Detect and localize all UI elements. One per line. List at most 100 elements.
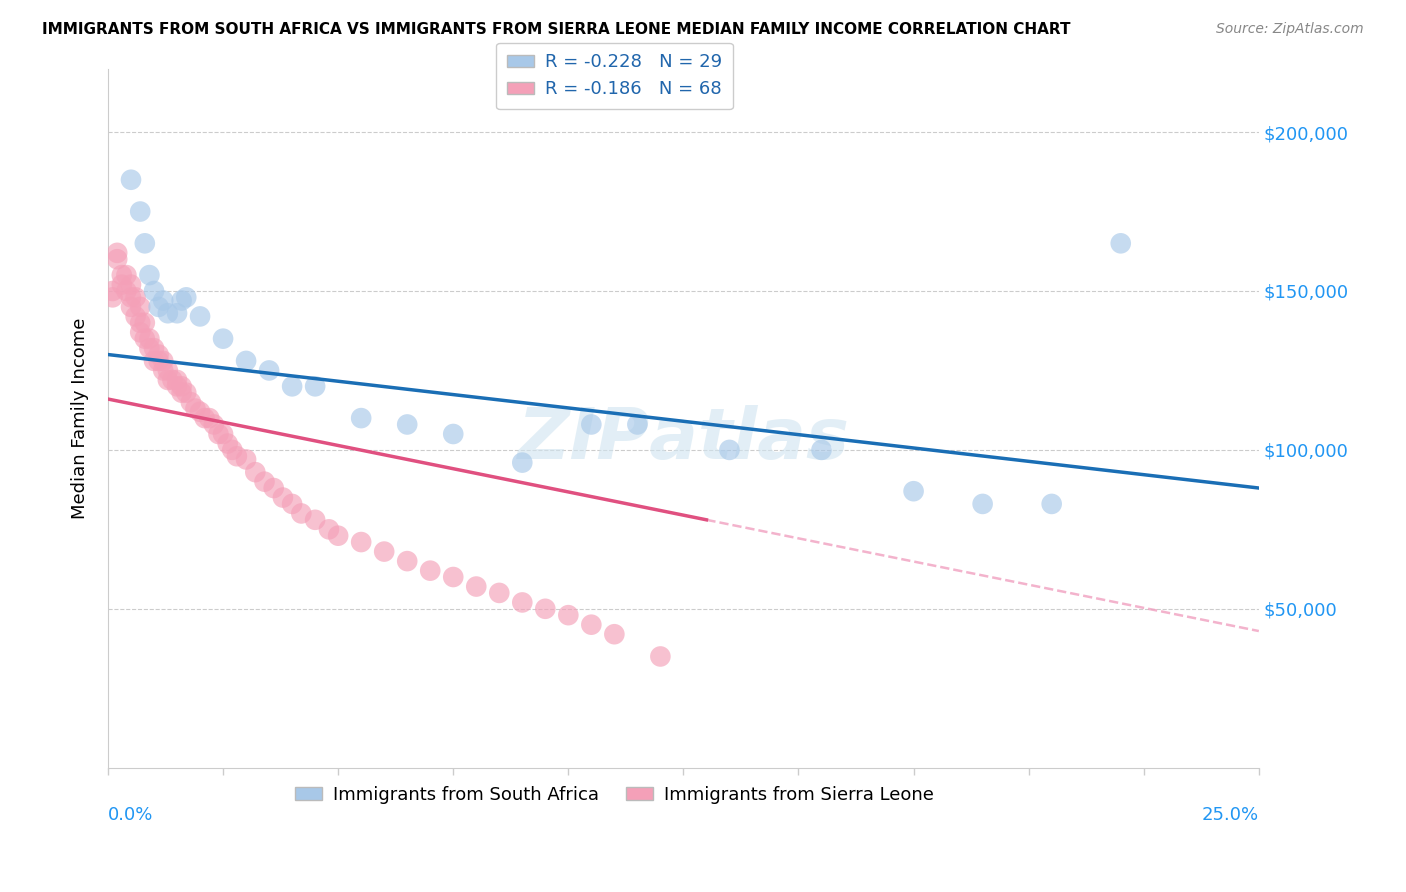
Point [156, 306, 179, 320]
Point [134, 332, 156, 346]
Point [972, 497, 994, 511]
Point [465, 580, 488, 594]
Point [105, 252, 128, 267]
Point [188, 405, 211, 419]
Point [111, 277, 134, 292]
Point [143, 354, 166, 368]
Point [718, 442, 741, 457]
Legend: Immigrants from South Africa, Immigrants from Sierra Leone: Immigrants from South Africa, Immigrants… [288, 779, 941, 811]
Point [166, 379, 188, 393]
Point [166, 306, 188, 320]
Point [603, 627, 626, 641]
Point [903, 484, 925, 499]
Point [235, 452, 257, 467]
Point [271, 491, 294, 505]
Point [212, 332, 235, 346]
Point [202, 417, 225, 432]
Text: Source: ZipAtlas.com: Source: ZipAtlas.com [1216, 22, 1364, 37]
Point [101, 290, 124, 304]
Point [290, 507, 312, 521]
Point [143, 284, 166, 298]
Point [162, 373, 184, 387]
Point [225, 449, 247, 463]
Point [152, 354, 174, 368]
Point [170, 385, 193, 400]
Point [156, 363, 179, 377]
Point [156, 373, 179, 387]
Point [396, 417, 419, 432]
Point [281, 497, 304, 511]
Point [138, 332, 160, 346]
Point [281, 379, 304, 393]
Point [419, 564, 441, 578]
Point [115, 268, 138, 282]
Point [626, 417, 648, 432]
Text: 25.0%: 25.0% [1202, 806, 1258, 824]
Point [184, 401, 207, 416]
Point [441, 427, 464, 442]
Point [166, 373, 188, 387]
Point [134, 316, 156, 330]
Point [304, 379, 326, 393]
Point [194, 411, 217, 425]
Point [124, 290, 146, 304]
Point [1109, 236, 1132, 251]
Point [557, 608, 579, 623]
Point [257, 363, 280, 377]
Point [534, 602, 557, 616]
Point [174, 385, 197, 400]
Point [152, 363, 174, 377]
Point [129, 300, 152, 314]
Point [1040, 497, 1063, 511]
Text: IMMIGRANTS FROM SOUTH AFRICA VS IMMIGRANTS FROM SIERRA LEONE MEDIAN FAMILY INCOM: IMMIGRANTS FROM SOUTH AFRICA VS IMMIGRAN… [42, 22, 1071, 37]
Point [510, 456, 533, 470]
Point [120, 173, 142, 187]
Point [488, 586, 510, 600]
Point [111, 268, 134, 282]
Point [318, 522, 340, 536]
Point [350, 535, 373, 549]
Point [207, 427, 229, 442]
Point [101, 284, 124, 298]
Point [120, 300, 142, 314]
Y-axis label: Median Family Income: Median Family Income [72, 318, 89, 519]
Point [212, 427, 235, 442]
Point [129, 316, 152, 330]
Point [253, 475, 276, 489]
Point [650, 649, 672, 664]
Point [120, 277, 142, 292]
Point [217, 436, 239, 450]
Point [115, 284, 138, 298]
Point [129, 326, 152, 340]
Point [170, 379, 193, 393]
Point [188, 310, 211, 324]
Point [581, 417, 603, 432]
Point [134, 236, 156, 251]
Point [129, 204, 152, 219]
Point [304, 513, 326, 527]
Point [441, 570, 464, 584]
Point [148, 300, 170, 314]
Point [148, 354, 170, 368]
Point [328, 529, 350, 543]
Point [138, 268, 160, 282]
Point [510, 595, 533, 609]
Point [198, 411, 221, 425]
Point [152, 293, 174, 308]
Point [350, 411, 373, 425]
Point [124, 310, 146, 324]
Point [221, 442, 243, 457]
Point [263, 481, 285, 495]
Point [105, 245, 128, 260]
Point [581, 617, 603, 632]
Point [138, 341, 160, 355]
Point [180, 395, 202, 409]
Point [174, 290, 197, 304]
Point [245, 465, 267, 479]
Text: ZIP​atlas: ZIP​atlas [517, 405, 849, 474]
Point [120, 290, 142, 304]
Point [810, 442, 832, 457]
Text: 0.0%: 0.0% [108, 806, 153, 824]
Point [235, 354, 257, 368]
Point [170, 293, 193, 308]
